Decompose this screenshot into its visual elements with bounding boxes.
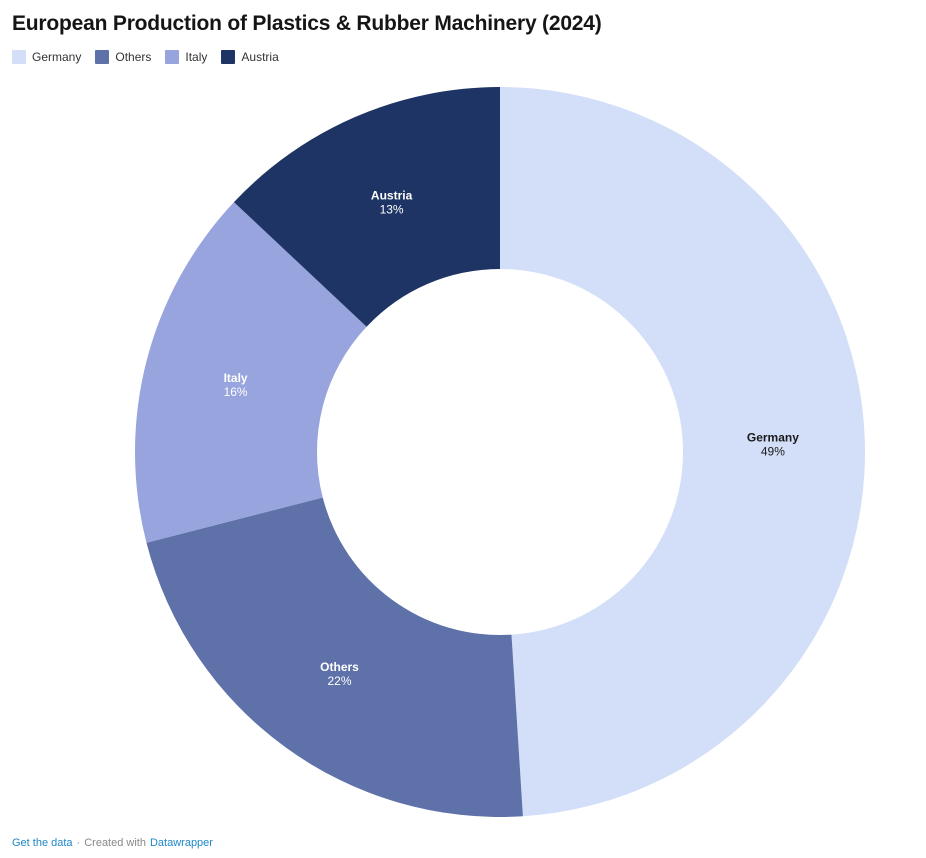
legend-swatch xyxy=(12,50,26,64)
legend-label: Austria xyxy=(241,50,279,64)
footer-separator: · xyxy=(76,837,81,849)
created-with-text: Created with xyxy=(84,837,146,849)
legend-swatch xyxy=(95,50,110,64)
legend: Germany Others Italy Austria xyxy=(12,50,279,64)
legend-swatch xyxy=(221,50,236,64)
pie-slice-germany[interactable] xyxy=(500,87,866,817)
legend-item-austria: Austria xyxy=(221,50,279,64)
legend-item-others: Others xyxy=(95,50,151,64)
pie-slice-austria[interactable] xyxy=(233,87,500,327)
legend-label: Germany xyxy=(32,50,82,64)
chart-title: European Production of Plastics & Rubber… xyxy=(12,12,602,35)
datawrapper-link[interactable]: Datawrapper xyxy=(149,837,213,849)
pie-slice-others[interactable] xyxy=(146,497,523,818)
legend-item-germany: Germany xyxy=(12,50,81,64)
slice-label-italy: Italy 16% xyxy=(224,371,248,399)
legend-label: Others xyxy=(115,50,152,64)
chart-footer: Get the data · Created with Datawrapper xyxy=(12,837,213,849)
chart-header: European Production of Plastics & Rubber… xyxy=(12,12,914,36)
legend-item-italy: Italy xyxy=(165,50,207,64)
get-data-link[interactable]: Get the data xyxy=(12,837,73,849)
legend-label: Italy xyxy=(185,50,208,64)
pie-slice-italy[interactable] xyxy=(135,202,367,543)
slice-label-others: Others 22% xyxy=(320,660,359,688)
slice-label-austria: Austria 13% xyxy=(371,189,413,217)
legend-swatch xyxy=(165,50,180,64)
slice-label-germany: Germany 49% xyxy=(747,430,799,458)
